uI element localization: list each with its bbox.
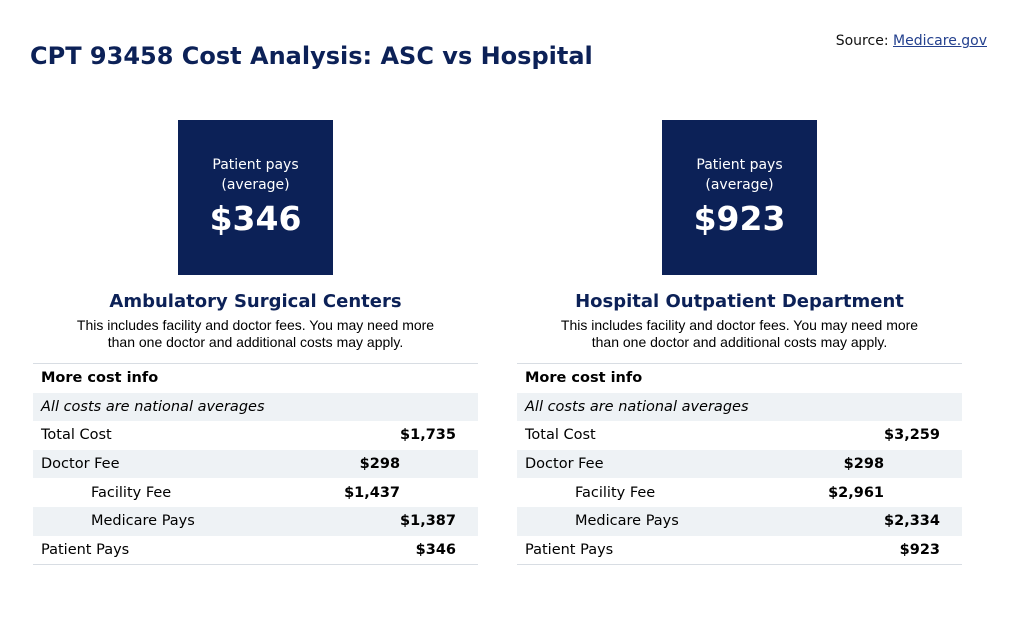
table-row: Total Cost $3,259: [517, 421, 962, 450]
row-value: $3,259: [884, 427, 940, 444]
row-value: $298: [295, 449, 401, 479]
source-credit: Source: Medicare.gov: [836, 33, 987, 49]
table-row: Total Cost $1,735: [33, 421, 478, 450]
source-link[interactable]: Medicare.gov: [893, 33, 987, 49]
panel-description: This includes facility and doctor fees. …: [55, 317, 456, 351]
patient-pays-label: Patient pays (average): [178, 120, 333, 195]
table-note: All costs are national averages: [33, 392, 478, 422]
table-row: Doctor Fee $298: [517, 449, 962, 479]
row-label: Facility Fee: [575, 484, 656, 501]
row-value: $1,437: [344, 484, 401, 501]
row-label: Doctor Fee: [517, 449, 780, 479]
page-title: CPT 93458 Cost Analysis: ASC vs Hospital: [30, 42, 593, 70]
row-value: $298: [779, 449, 885, 479]
description-line1: This includes facility and doctor fees. …: [76, 317, 435, 333]
patient-pays-box: Patient pays (average) $346: [178, 120, 333, 275]
row-label: Patient Pays: [41, 541, 130, 558]
table-row: Facility Fee $2,961: [517, 478, 962, 507]
table-row: Medicare Pays $1,387: [33, 506, 478, 536]
row-label: Doctor Fee: [33, 449, 296, 479]
patient-pays-box: Patient pays (average) $923: [662, 120, 817, 275]
patient-pays-amount: $923: [693, 199, 786, 238]
patient-pays-amount: $346: [209, 199, 302, 238]
patient-pays-label-line1: Patient pays: [696, 157, 783, 173]
row-value: $2,961: [828, 484, 885, 501]
panel-heading: Ambulatory Surgical Centers: [109, 291, 402, 312]
row-value: $346: [415, 541, 456, 558]
table-row: Doctor Fee $298: [33, 449, 478, 479]
table-note-row: All costs are national averages: [33, 392, 478, 422]
table-row: Facility Fee $1,437: [33, 478, 478, 507]
table-header: More cost info: [41, 370, 159, 387]
row-label: Total Cost: [525, 427, 596, 444]
row-value: $2,334: [884, 506, 962, 536]
row-label: Patient Pays: [525, 541, 614, 558]
table-row: Patient Pays $346: [33, 536, 478, 565]
cost-table: More cost info All costs are national av…: [517, 363, 962, 566]
table-header-row: More cost info: [517, 364, 962, 393]
patient-pays-label-line1: Patient pays: [212, 157, 299, 173]
patient-pays-label-line2: (average): [221, 177, 290, 193]
row-value: $923: [899, 541, 940, 558]
patient-pays-label: Patient pays (average): [662, 120, 817, 195]
row-label: Medicare Pays: [517, 506, 780, 536]
panel-description: This includes facility and doctor fees. …: [539, 317, 940, 351]
panel-heading: Hospital Outpatient Department: [575, 291, 904, 312]
row-label: Medicare Pays: [33, 506, 296, 536]
table-row: Medicare Pays $2,334: [517, 506, 962, 536]
row-label: Facility Fee: [91, 484, 172, 501]
row-value: $1,387: [400, 506, 478, 536]
source-label: Source:: [835, 33, 889, 49]
patient-pays-label-line2: (average): [705, 177, 774, 193]
hospital-panel: Patient pays (average) $923 Hospital Out…: [517, 120, 962, 566]
table-note: All costs are national averages: [517, 392, 962, 422]
table-header-row: More cost info: [33, 364, 478, 393]
row-label: Total Cost: [41, 427, 112, 444]
description-line2: than one doctor and additional costs may…: [591, 334, 888, 350]
description-line2: than one doctor and additional costs may…: [107, 334, 404, 350]
row-value: $1,735: [400, 427, 456, 444]
table-row: Patient Pays $923: [517, 536, 962, 565]
asc-panel: Patient pays (average) $346 Ambulatory S…: [33, 120, 478, 566]
table-note-row: All costs are national averages: [517, 392, 962, 422]
table-header: More cost info: [525, 370, 643, 387]
description-line1: This includes facility and doctor fees. …: [560, 317, 919, 333]
cost-table: More cost info All costs are national av…: [33, 363, 478, 566]
